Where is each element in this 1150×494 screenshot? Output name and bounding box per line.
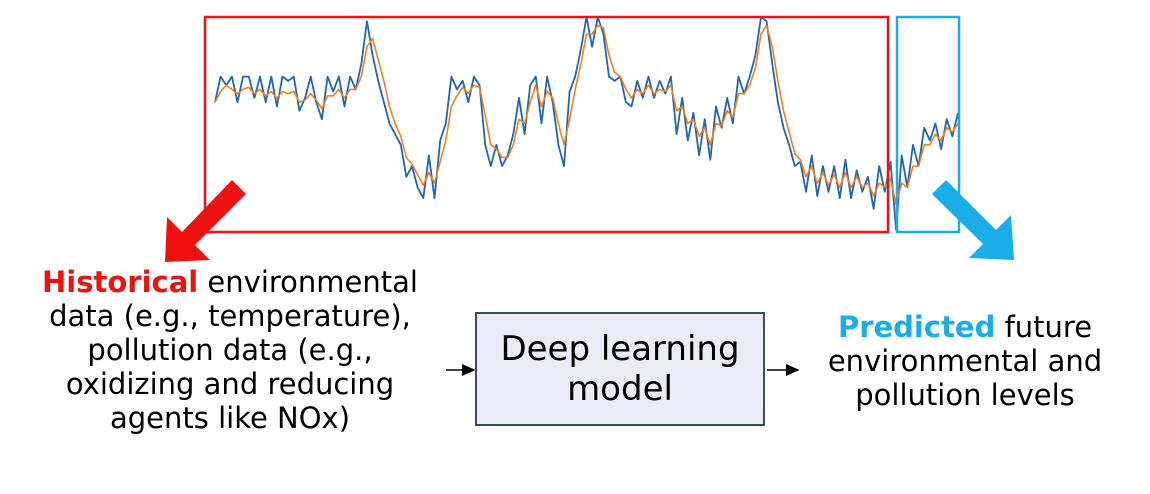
historical-line5: agents like NOx) [109,401,351,435]
series-smoothed-line [214,24,959,206]
series-actual-line [214,16,959,231]
deep-learning-model-box: Deep learning model [475,312,765,426]
historical-inputs-text: Historical environmental data (e.g., tem… [10,265,450,435]
historical-line4: oxidizing and reducing [65,367,395,401]
model-line2: model [567,369,673,409]
series-layer [214,16,959,231]
historical-highlight: Historical [42,265,199,299]
predicted-arrow [932,180,1014,260]
predicted-outputs-text: Predicted future environmental and pollu… [785,310,1145,412]
predicted-line3: pollution levels [855,378,1075,412]
model-line1: Deep learning [500,329,740,369]
predicted-line2: environmental and [827,344,1103,378]
historical-line2: data (e.g., temperature), [49,299,411,333]
predicted-highlight: Predicted [837,310,996,344]
predicted-window-box [895,15,961,234]
historical-window-box [203,15,890,234]
historical-line1: environmental [198,265,418,299]
historical-line3: pollution data (e.g., [87,333,373,367]
historical-arrow [165,180,246,262]
predicted-line1: future [995,310,1093,344]
